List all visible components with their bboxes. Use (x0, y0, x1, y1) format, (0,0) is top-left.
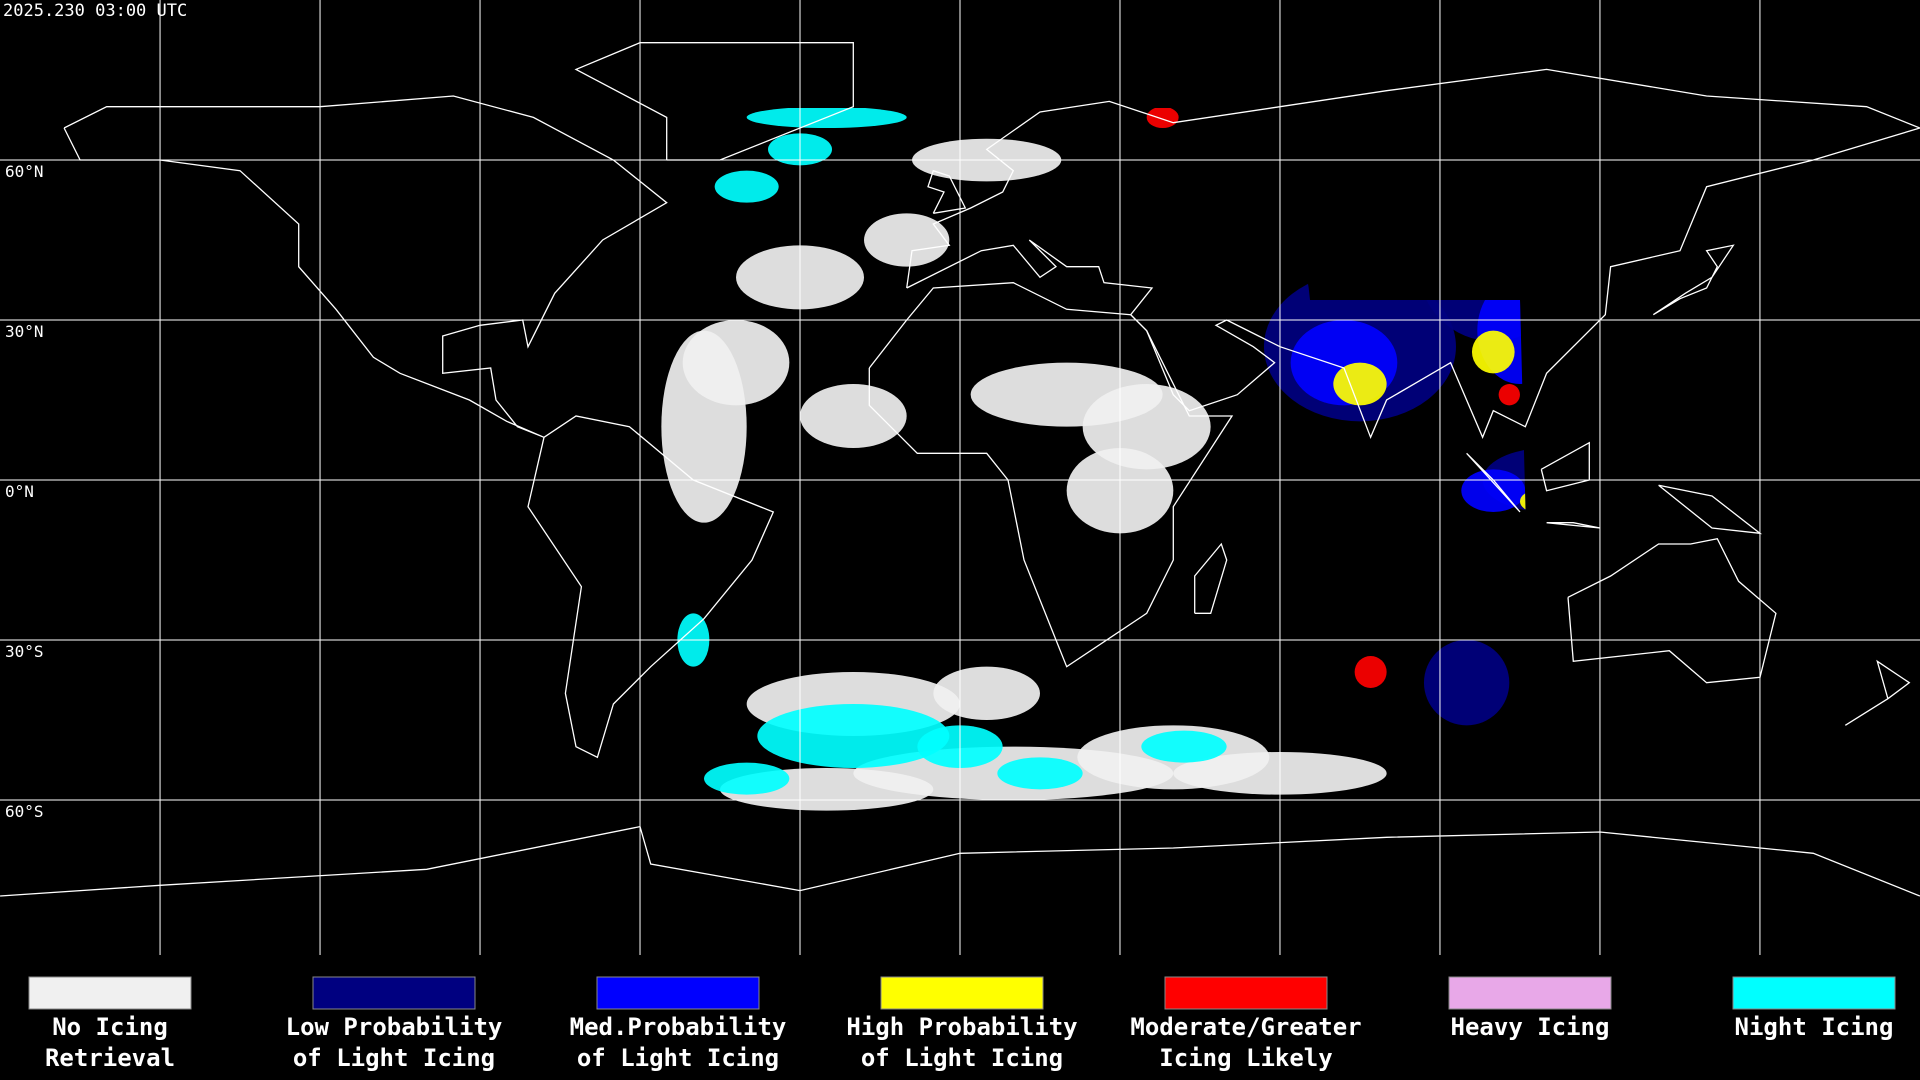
icing-patch (757, 703, 950, 768)
icing-patch (1146, 108, 1179, 129)
legend-swatch (1732, 976, 1896, 1010)
icing-patch (1423, 639, 1510, 726)
latitude-label: 60°S (5, 802, 44, 821)
coastline (1546, 522, 1601, 529)
icing-patch (864, 213, 950, 267)
legend-background (0, 955, 1920, 1080)
legend-swatch (1164, 976, 1328, 1010)
latitude-label: 0°N (5, 482, 34, 501)
legend-label: High Probability (846, 1013, 1077, 1041)
legend-label: of Light Icing (293, 1044, 495, 1072)
legend: No Icing Retrieval Low Probability of Light… (28, 976, 1896, 1072)
legend-swatch (28, 976, 192, 1010)
legend-label: Heavy Icing (1451, 1013, 1610, 1041)
coastline (1466, 452, 1521, 513)
latitude-label: 30°N (5, 322, 44, 341)
latitude-label: 30°S (5, 642, 44, 661)
graticule (0, 0, 1920, 955)
legend-label: Low Probability (286, 1013, 503, 1041)
coastline (1194, 542, 1228, 614)
icing-patch (1461, 469, 1526, 512)
legend-swatch (880, 976, 1044, 1010)
icing-patch (1141, 730, 1227, 763)
legend-label: of Light Icing (577, 1044, 779, 1072)
icing-patch (1333, 362, 1387, 406)
legend-label: of Light Icing (861, 1044, 1063, 1072)
icing-patch (704, 762, 790, 795)
legend-swatch (1448, 976, 1612, 1010)
icing-patch (1498, 384, 1520, 406)
icing-patch (800, 384, 907, 449)
coastline (1844, 659, 1911, 726)
coastline (927, 169, 967, 214)
legend-swatch (596, 976, 760, 1010)
timestamp: 2025.230 03:00 UTC (3, 1, 187, 21)
legend-label: Night Icing (1735, 1013, 1894, 1041)
legend-label: Retrieval (45, 1044, 175, 1072)
latitude-labels: 60°N 30°N 0°N 30°S 60°S (5, 162, 44, 821)
coastline (1567, 537, 1777, 684)
icing-patch (1471, 330, 1515, 374)
latitude-label: 60°N (5, 162, 44, 181)
coastline (63, 95, 668, 438)
coastline (1652, 244, 1735, 316)
icing-patch (1082, 384, 1211, 470)
legend-label: No Icing (52, 1013, 168, 1041)
legend-label: Icing Likely (1159, 1044, 1332, 1072)
icing-patch (682, 320, 790, 406)
icing-patch (1354, 655, 1387, 688)
coastline (574, 42, 854, 161)
icing-patch (714, 170, 779, 203)
icing-patch (997, 757, 1083, 790)
legend-label: Moderate/Greater (1130, 1013, 1361, 1041)
coastline (527, 415, 775, 759)
icing-patch (933, 666, 1040, 720)
coastline (0, 825, 1920, 897)
legend-label: Med.Probability (570, 1013, 787, 1041)
legend-swatch (312, 976, 476, 1010)
coastline (868, 282, 1234, 668)
